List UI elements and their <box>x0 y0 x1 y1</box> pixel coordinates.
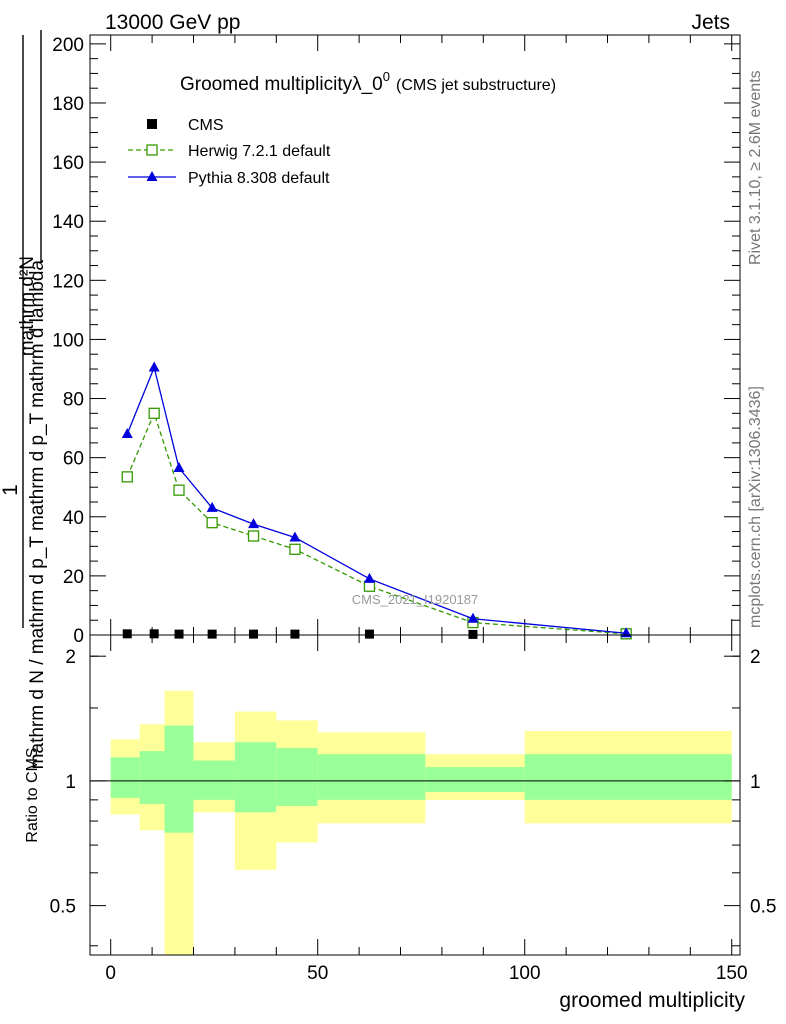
analysis-watermark: CMS_2021_I1920187 <box>352 592 479 607</box>
pythia-marker <box>121 428 133 439</box>
main-series-layer <box>121 361 632 640</box>
ratio-inner-band <box>524 754 732 800</box>
ylabel-denominator: mathrm d N / mathrm d p_T mathrm d p_T m… <box>27 260 48 770</box>
x-tick-label: 150 <box>716 963 748 984</box>
mcplots-credit-label: mcplots.cern.ch [arXiv:1306.3436] <box>747 386 764 628</box>
pythia-marker <box>148 361 160 372</box>
y-tick-label: 200 <box>52 35 84 56</box>
cms-data-point <box>207 629 217 639</box>
ratio-y-axis-label: Ratio to CMS <box>24 747 41 842</box>
herwig-marker <box>121 471 133 483</box>
main-plot-panel: 0 20 40 60 80 100 120 140 160 180 200 Groomed mult… <box>0 30 741 769</box>
y-tick-label: 40 <box>63 508 84 529</box>
cms-data-point <box>468 629 478 639</box>
x-axis-label: groomed multiplicity <box>559 989 745 1012</box>
y-tick-label: 60 <box>63 449 84 470</box>
cms-data-point <box>174 629 184 639</box>
legend-cms-marker <box>147 119 157 129</box>
ratio-inner-band <box>193 760 235 800</box>
energy-label: 13000 GeV pp <box>105 11 240 34</box>
pythia-marker <box>289 531 301 542</box>
rivet-version-label: Rivet 3.1.10, ≥ 2.6M events <box>747 70 764 265</box>
main-x-ticks <box>110 35 733 635</box>
cms-data-point <box>364 629 374 639</box>
herwig-marker <box>206 517 218 529</box>
plot-title: Groomed multiplicityλ_00(CMS jet substru… <box>180 69 556 95</box>
pythia-marker <box>467 612 479 623</box>
ratio-y-tick-label-right: 0.5 <box>750 897 776 918</box>
ylabel-numerator: mathrm d²N <box>17 256 38 356</box>
legend-herwig-marker <box>146 144 158 156</box>
y-tick-label: 80 <box>63 390 84 411</box>
y-tick-label: 100 <box>52 330 84 351</box>
main-y-axis-label: 1 mathrm d²N mathrm d N / mathrm d p_T m… <box>0 30 48 769</box>
herwig-marker <box>148 407 160 419</box>
y-tick-label: 20 <box>63 567 84 588</box>
y-tick-label: 0 <box>73 626 84 647</box>
pythia-marker <box>363 572 375 583</box>
ratio-y-tick-label-right: 2 <box>750 647 761 668</box>
legend-label: CMS <box>188 117 224 134</box>
y-tick-label: 140 <box>52 212 84 233</box>
ratio-inner-band <box>139 751 165 804</box>
x-tick-label: 0 <box>105 963 116 984</box>
ratio-inner-band <box>276 748 318 806</box>
pythia-marker <box>248 518 260 529</box>
ylabel-prefactor: 1 <box>0 484 22 496</box>
herwig-marker <box>247 530 260 542</box>
ratio-plot-frame <box>89 634 741 956</box>
ratio-uncertainty-bands <box>110 690 732 955</box>
ratio-inner-band <box>234 742 277 813</box>
ratio-y-tick-label: 0.5 <box>50 897 76 918</box>
pythia-marker <box>173 462 185 473</box>
y-tick-label: 160 <box>52 153 84 174</box>
ratio-x-axis: 0 50 100 150 <box>105 635 748 984</box>
cms-data-point <box>149 629 159 639</box>
ratio-y-axis: 0.5 0.5 1 1 2 2 <box>50 647 776 947</box>
ratio-y-tick-label-right: 1 <box>750 772 761 793</box>
process-label: Jets <box>691 11 730 34</box>
ratio-inner-band <box>317 754 426 800</box>
cms-data-point <box>249 629 259 639</box>
ratio-inner-band <box>425 767 525 793</box>
main-y-axis: 0 20 40 60 80 100 120 140 160 180 200 <box>52 35 740 647</box>
y-tick-label: 180 <box>52 94 84 115</box>
legend-label: Pythia 8.308 default <box>188 170 330 187</box>
ratio-inner-band <box>164 725 194 833</box>
cms-data-point <box>290 629 300 639</box>
x-tick-label: 50 <box>307 963 328 984</box>
herwig-marker <box>173 484 185 496</box>
y-tick-label: 120 <box>52 271 84 292</box>
pythia-marker <box>206 501 218 512</box>
legend-label: Herwig 7.2.1 default <box>188 143 331 160</box>
legend: CMS Herwig 7.2.1 default Pythia 8.308 defa… <box>128 117 331 187</box>
legend-pythia-marker <box>146 171 158 181</box>
x-tick-label: 100 <box>509 963 541 984</box>
ratio-inner-band <box>110 757 140 798</box>
ratio-y-tick-label: 1 <box>65 772 76 793</box>
ratio-plot-panel: 0.5 0.5 1 1 2 2 0 50 100 150 Ratio to CMS groome… <box>24 634 776 1012</box>
ratio-y-tick-label: 2 <box>65 647 76 668</box>
cms-data-point <box>122 629 132 639</box>
herwig-marker <box>289 543 301 555</box>
